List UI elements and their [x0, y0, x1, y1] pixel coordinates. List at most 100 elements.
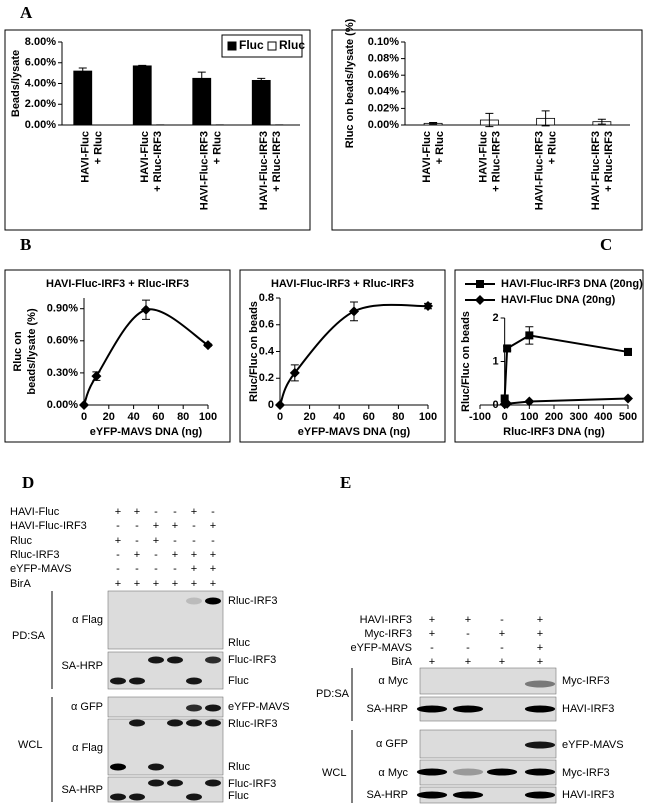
x-tick-label: HAVI-Fluc	[80, 131, 92, 183]
y-tick-label: 0.00%	[47, 399, 78, 411]
antibody-label: α Flag	[72, 614, 103, 626]
marker	[624, 347, 632, 356]
condition-mark: +	[429, 656, 435, 668]
condition-mark: -	[154, 563, 158, 575]
condition-mark: +	[191, 563, 197, 575]
legend-label: HAVI-Fluc-IRF3 DNA (20ng)	[501, 278, 643, 290]
x-tick-label: + Rluc	[93, 131, 105, 164]
condition-mark: +	[537, 656, 543, 668]
condition-label: eYFP-MAVS	[350, 642, 412, 654]
condition-mark: +	[210, 563, 216, 575]
group-label: WCL	[18, 739, 42, 751]
condition-mark: +	[210, 520, 216, 532]
x-tick-label: 80	[177, 411, 189, 423]
condition-mark: +	[153, 578, 159, 590]
bar	[132, 65, 152, 126]
marker	[503, 344, 512, 353]
band	[186, 597, 202, 605]
x-tick-label: + Rluc-IRF3	[271, 131, 283, 192]
y-tick-label: 2.00%	[25, 98, 56, 110]
x-tick-label: HAVI-Fluc	[139, 131, 151, 183]
band-label: HAVI-IRF3	[562, 703, 614, 715]
marker	[275, 400, 285, 410]
condition-mark: +	[115, 506, 121, 518]
x-tick-label: 80	[392, 411, 404, 423]
x-tick-label: + Rluc	[212, 131, 224, 164]
band	[524, 791, 556, 799]
panel-letter: B	[20, 235, 31, 254]
group-label: PD:SA	[12, 630, 46, 642]
marker	[525, 331, 534, 340]
blot	[419, 667, 557, 695]
error-bar	[197, 71, 206, 86]
condition-mark: -	[135, 535, 139, 547]
band	[524, 680, 556, 688]
x-tick-label: 400	[594, 411, 612, 423]
band	[186, 719, 202, 727]
x-tick-label: + Rluc-IRF3	[490, 131, 502, 192]
condition-mark: -	[154, 549, 158, 561]
band	[129, 677, 145, 685]
antibody-label: SA-HRP	[366, 703, 408, 715]
x-tick-label: -100	[469, 411, 491, 423]
panel-letter: D	[22, 473, 34, 492]
band	[524, 768, 556, 776]
bar	[192, 77, 212, 126]
condition-label: BirA	[391, 656, 412, 668]
condition-mark: -	[211, 506, 215, 518]
x-tick-label: + Rluc-IRF3	[603, 131, 615, 192]
antibody-label: SA-HRP	[61, 660, 103, 672]
x-tick-label: 40	[127, 411, 139, 423]
x-tick-label: + Rluc	[434, 131, 446, 164]
band	[452, 705, 484, 713]
condition-mark: +	[172, 578, 178, 590]
band	[148, 779, 164, 787]
panel-letter: A	[20, 3, 33, 22]
condition-mark: -	[192, 520, 196, 532]
band	[110, 793, 126, 801]
condition-mark: -	[135, 520, 139, 532]
blot	[107, 590, 224, 650]
y-tick-label: 8.00%	[25, 36, 56, 48]
y-axis-title: Rluc on beads/lysate (%)	[344, 18, 356, 148]
y-tick-label: 6.00%	[25, 57, 56, 69]
condition-label: HAVI-Fluc-IRF3	[10, 520, 87, 532]
antibody-label: α Flag	[72, 742, 103, 754]
panel-frame	[239, 269, 446, 443]
condition-mark: +	[537, 628, 543, 640]
band-label: HAVI-IRF3	[562, 789, 614, 801]
y-tick-label: 0.06%	[368, 69, 399, 81]
blot	[107, 718, 224, 776]
condition-mark: -	[173, 563, 177, 575]
y-tick-label: 0.02%	[368, 102, 399, 114]
condition-mark: -	[500, 614, 504, 626]
band-label: Rluc-IRF3	[228, 718, 278, 730]
y-tick-label: 0.10%	[368, 36, 399, 48]
condition-mark: +	[499, 628, 505, 640]
marker	[289, 367, 300, 378]
panel-frame	[331, 29, 643, 231]
condition-mark: +	[210, 549, 216, 561]
marker	[500, 394, 509, 403]
condition-mark: +	[191, 506, 197, 518]
band-label: eYFP-MAVS	[228, 701, 290, 713]
band-label: eYFP-MAVS	[562, 739, 624, 751]
condition-mark: +	[134, 549, 140, 561]
error-bar	[429, 122, 438, 125]
condition-mark: +	[153, 520, 159, 532]
x-tick-label: 100	[199, 411, 217, 423]
y-tick-label: 0.60%	[47, 335, 78, 347]
band-label: Myc-IRF3	[562, 767, 610, 779]
condition-mark: -	[466, 628, 470, 640]
x-tick-label: HAVI-Fluc	[477, 131, 489, 183]
error-bar	[597, 118, 606, 125]
y-tick-label: 0.4	[259, 345, 275, 357]
band	[167, 779, 183, 787]
band	[416, 791, 448, 799]
condition-mark: -	[500, 642, 504, 654]
error-bar	[485, 112, 494, 128]
condition-mark: +	[465, 656, 471, 668]
panel-letter: E	[340, 473, 351, 492]
condition-mark: +	[429, 628, 435, 640]
condition-mark: -	[173, 535, 177, 547]
